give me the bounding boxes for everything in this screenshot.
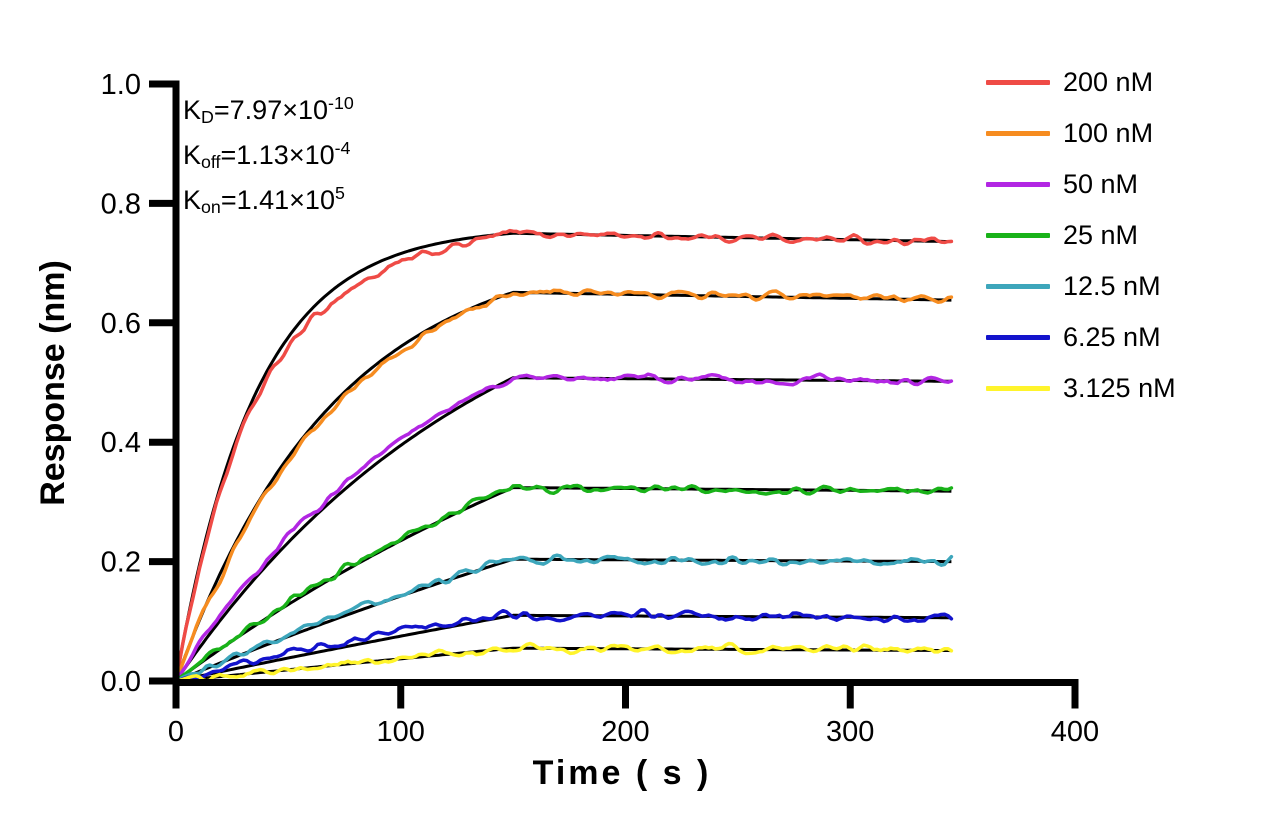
y-tick-label: 0.8 [101,188,141,220]
x-axis-title: Time ( s ) [533,754,712,792]
data-line-12.5nM [174,553,954,683]
kd-number: =7.97×10 [213,95,329,125]
legend-item-200nM: 200 nM [986,66,1176,97]
legend-label-100nM: 100 nM [1063,117,1154,148]
data-line-6.25nM [174,608,954,683]
data-lines-group [174,228,954,683]
legend-line-swatch-12.5nM [986,283,1050,289]
x-tick-label: 100 [377,716,425,748]
kinetics-annotation: KD=7.97×10-10 Koff=1.13×10-4 Kon=1.41×10… [183,88,354,223]
data-line-50nM [174,372,954,683]
legend-line-swatch-50nM [986,181,1050,187]
axes-group [149,80,1079,709]
data-line-3.125nM [174,641,954,683]
koff-subscript: off [201,151,221,172]
legend-line-swatch-6.25nM [986,334,1050,340]
x-tick-label: 200 [601,716,649,748]
koff-number: =1.13×10 [220,140,335,170]
koff-symbol: K [183,140,202,170]
data-line-25nM [174,483,954,683]
kd-exponent: -10 [328,93,354,114]
legend-item-3.125nM: 3.125 nM [986,372,1176,403]
legend-label-6.25nM: 6.25 nM [1063,321,1161,352]
kon-exponent: 5 [334,183,345,204]
x-tick-label: 300 [826,716,874,748]
legend-label-12.5nM: 12.5 nM [1063,270,1161,301]
tick-labels-group: 0.0 0.2 0.4 0.6 0.8 1.0 0 100 200 300 400 [101,69,1100,748]
kd-symbol: K [183,95,202,125]
kon-value: Kon=1.41×105 [183,178,354,223]
y-tick-label: 0.4 [101,427,141,459]
kon-symbol: K [183,185,202,215]
fit-line-25nM [175,486,952,683]
y-tick-label: 0.6 [101,308,141,340]
koff-exponent: -4 [334,138,351,159]
legend-label-50nM: 50 nM [1063,168,1139,199]
koff-value: Koff=1.13×10-4 [183,133,354,178]
kon-number: =1.41×10 [220,185,335,215]
legend-item-12.5nM: 12.5 nM [986,270,1176,301]
legend-item-25nM: 25 nM [986,219,1176,250]
legend-label-200nM: 200 nM [1063,66,1154,97]
legend-label-25nM: 25 nM [1063,219,1139,250]
legend-label-3.125nM: 3.125 nM [1063,372,1176,403]
x-tick-label: 400 [1051,716,1099,748]
kd-subscript: D [201,106,214,127]
legend-line-swatch-25nM [986,232,1050,238]
data-line-200nM [174,228,954,683]
legend-line-swatch-3.125nM [986,385,1050,391]
legend-item-50nM: 50 nM [986,168,1176,199]
fit-line-3.125nM [175,646,952,683]
y-tick-label: 0.2 [101,547,141,579]
y-tick-label: 1.0 [101,69,141,101]
legend: 200 nM 100 nM 50 nM 25 nM 12.5 nM 6.25 n… [986,66,1176,425]
kd-value: KD=7.97×10-10 [183,88,354,133]
legend-item-6.25nM: 6.25 nM [986,321,1176,352]
kon-subscript: on [201,196,221,217]
legend-item-100nM: 100 nM [986,117,1176,148]
legend-line-swatch-200nM [986,79,1050,85]
x-tick-label: 0 [168,716,184,748]
y-axis-title: Response (nm) [34,260,72,506]
y-tick-label: 0.0 [101,666,141,698]
legend-line-swatch-100nM [986,130,1050,136]
data-line-100nM [174,288,954,683]
